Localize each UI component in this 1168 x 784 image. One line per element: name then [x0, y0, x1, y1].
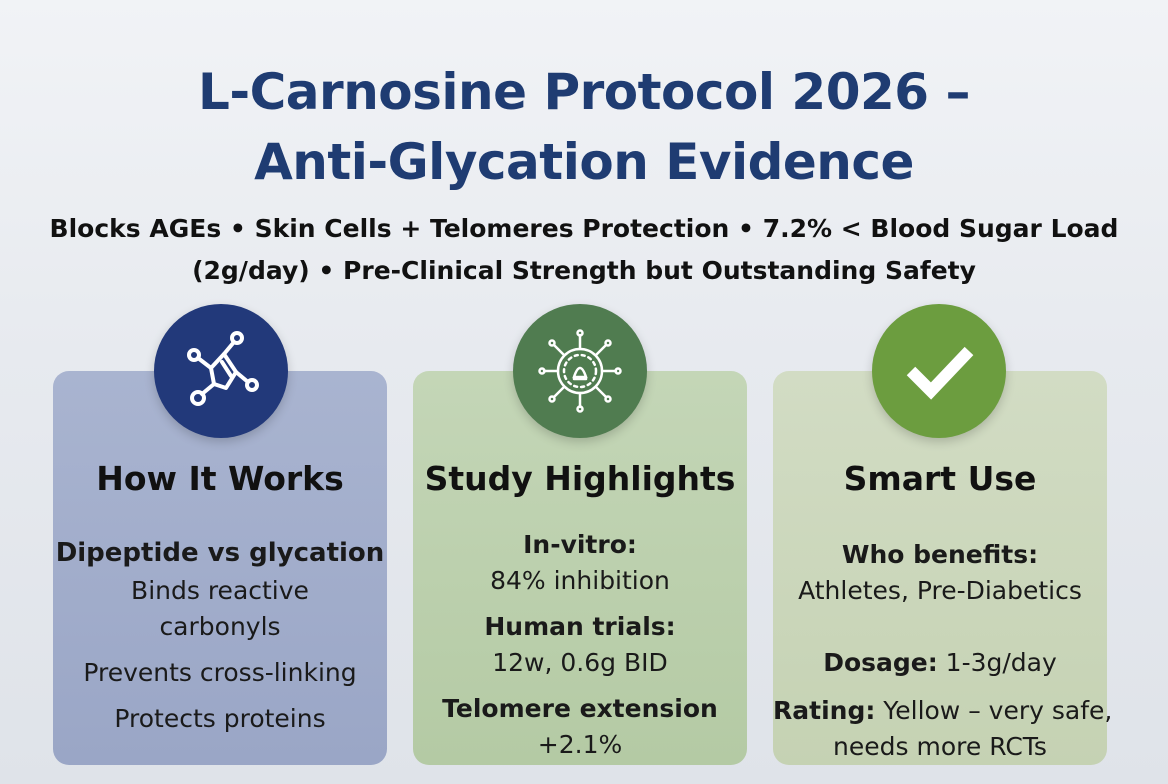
- card-heading: How It Works: [96, 459, 344, 498]
- rating-line: Rating: Yellow – very safe,: [773, 693, 1112, 729]
- card-subheading: Dipeptide vs glycation: [55, 538, 385, 568]
- card-body: Who benefits: Athletes, Pre-Diabetics Do…: [773, 537, 1112, 765]
- card-label: Rating:: [773, 696, 876, 725]
- card-value: Athletes, Pre-Diabetics: [798, 576, 1082, 605]
- page-subtitle-line-1: Blocks AGEs • Skin Cells + Telomeres Pro…: [49, 214, 1119, 243]
- card-text: carbonyls: [159, 612, 281, 641]
- card-text: Prevents cross-linking: [83, 658, 357, 687]
- card-label: Who benefits:: [841, 540, 1039, 569]
- card-label: Human trials:: [484, 612, 676, 641]
- card-value: +2.1%: [537, 730, 623, 759]
- dosage-line: Dosage: 1-3g/day: [773, 645, 1107, 681]
- card-value: Yellow – very safe,: [875, 696, 1113, 725]
- card-value: needs more RCTs: [833, 732, 1047, 761]
- card-value: 1-3g/day: [937, 648, 1057, 677]
- checkmark-icon: [872, 304, 1006, 438]
- card-body: Dipeptide vs glycation Binds reactive ca…: [53, 535, 387, 737]
- card-text: Binds reactive: [131, 576, 309, 605]
- page-title-line-1: L-Carnosine Protocol 2026 –: [198, 63, 970, 121]
- card-label: In-vitro:: [523, 530, 637, 559]
- card-study-highlights: Study Highlights In-vitro: 84% inhibitio…: [413, 371, 747, 765]
- page-subtitle-line-2: (2g/day) • Pre-Clinical Strength but Out…: [192, 256, 976, 285]
- page-title: L-Carnosine Protocol 2026 – Anti-Glycati…: [0, 62, 1168, 192]
- card-label: Telomere extension: [442, 694, 718, 723]
- card-text: Protects proteins: [114, 704, 326, 733]
- card-label: Dosage:: [823, 648, 938, 677]
- card-heading: Smart Use: [843, 459, 1037, 498]
- molecule-icon: [154, 304, 288, 438]
- card-value: 84% inhibition: [490, 566, 670, 595]
- card-smart-use: Smart Use Who benefits: Athletes, Pre-Di…: [773, 371, 1112, 765]
- card-body: In-vitro: 84% inhibition Human trials: 1…: [413, 527, 747, 763]
- page-title-line-2: Anti-Glycation Evidence: [254, 133, 914, 191]
- microbe-cell-icon: [513, 304, 647, 438]
- page-subtitle: Blocks AGEs • Skin Cells + Telomeres Pro…: [0, 208, 1168, 292]
- card-heading: Study Highlights: [424, 459, 736, 498]
- card-value: 12w, 0.6g BID: [492, 648, 668, 677]
